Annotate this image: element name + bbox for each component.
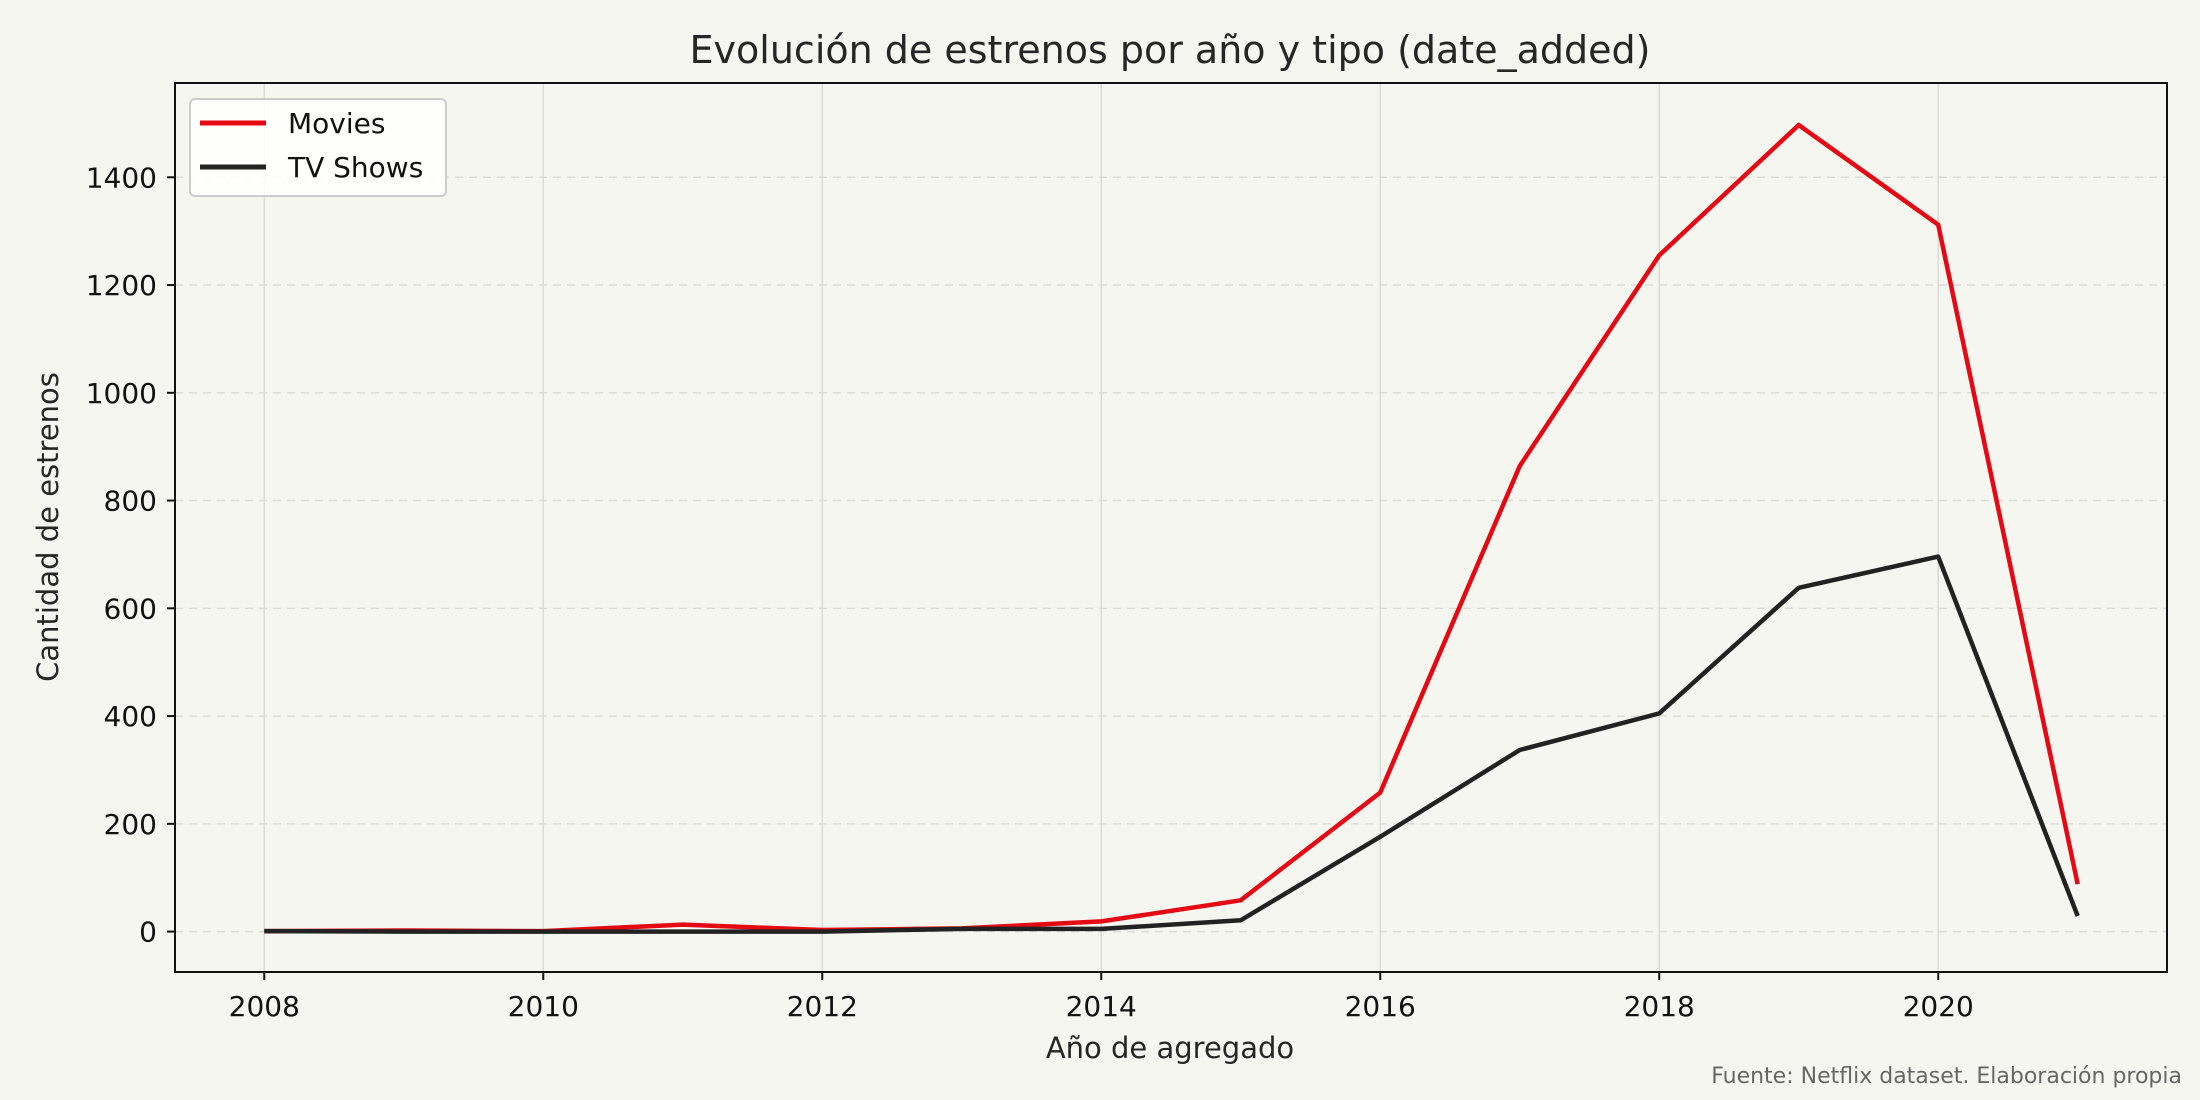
series-line-tv-shows [264,554,2080,934]
legend-label: TV Shows [287,151,423,184]
axis-ticks: 2008 2010 2012 2014 2016 2018 2020 0 200 400 600 80… [86,161,1974,1023]
x-tick-label: 2010 [508,990,579,1023]
x-tick-label: 2014 [1066,990,1137,1023]
x-tick-label: 2018 [1624,990,1695,1023]
legend: Movies TV Shows [189,98,447,197]
y-tick-label: 1000 [86,377,157,410]
x-tick-label: 2008 [229,990,300,1023]
x-axis-label: Año de agregado [1046,1031,1294,1065]
y-axis-label: Cantidad de estrenos [31,372,65,682]
series-lines [264,122,2080,934]
y-tick-label: 600 [104,592,157,625]
source-note: Fuente: Netflix dataset. Elaboración pro… [1711,1064,2182,1089]
y-tick-label: 400 [104,700,157,733]
plot-frame [174,82,2168,973]
y-tick-label: 1400 [86,161,157,194]
x-tick-label: 2012 [787,990,858,1023]
y-tick-label: 0 [139,916,157,949]
y-tick-label: 800 [104,485,157,518]
y-tick-label: 1200 [86,269,157,302]
grid [175,83,2167,972]
chart-title: Evolución de estrenos por año y tipo (da… [690,28,1651,72]
series-line-movies [264,122,2080,934]
x-tick-label: 2016 [1345,990,1416,1023]
x-tick-label: 2020 [1903,990,1974,1023]
y-tick-label: 200 [104,808,157,841]
legend-label: Movies [288,107,385,140]
